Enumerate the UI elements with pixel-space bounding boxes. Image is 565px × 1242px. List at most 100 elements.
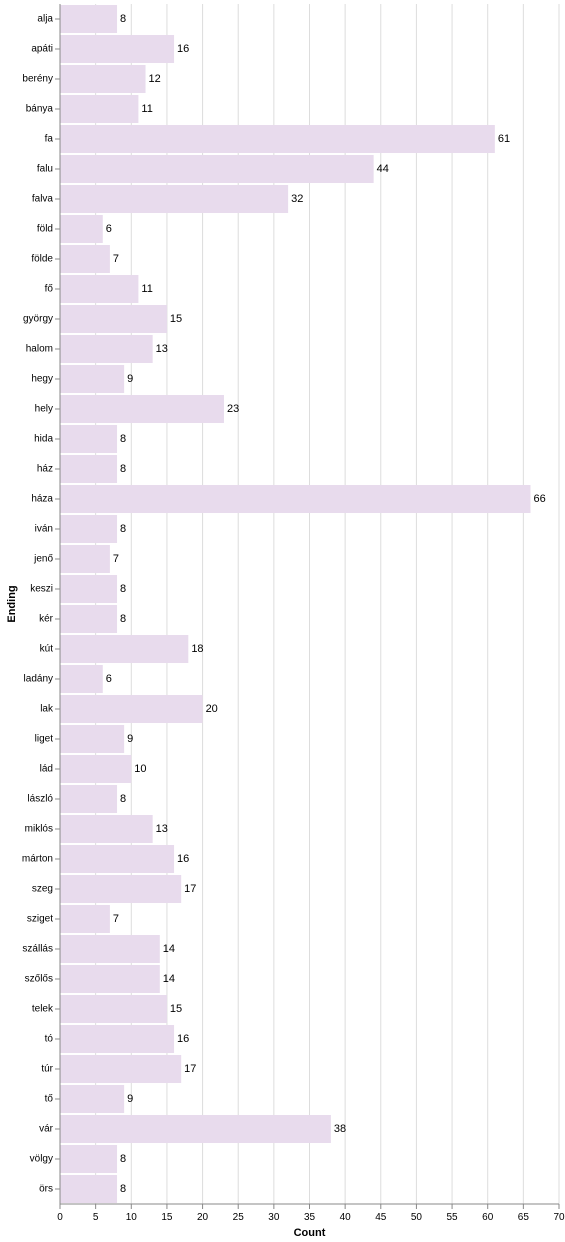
data-label: 16 <box>177 1033 189 1045</box>
category-label: földe <box>31 254 53 265</box>
category-label: miklós <box>25 824 53 835</box>
x-tick-label: 65 <box>518 1212 530 1223</box>
category-label: túr <box>41 1064 53 1075</box>
data-label: 11 <box>141 103 152 115</box>
category-label: örs <box>39 1184 53 1195</box>
bar <box>60 695 203 723</box>
data-label: 6 <box>106 223 112 235</box>
bar <box>60 125 495 153</box>
bar <box>60 155 374 183</box>
data-label: 8 <box>120 793 126 805</box>
bar <box>60 275 139 303</box>
bar <box>60 815 153 843</box>
category-label: fő <box>45 284 54 295</box>
bar <box>60 965 160 993</box>
category-label: liget <box>35 734 54 745</box>
data-label: 8 <box>120 13 126 25</box>
x-tick-label: 40 <box>340 1212 352 1223</box>
data-label: 32 <box>291 193 303 205</box>
category-label: háza <box>31 494 53 505</box>
bar <box>60 605 118 633</box>
y-axis: alja apáti berény bánya fa falu falva föld földe… <box>22 4 61 1204</box>
category-label: apáti <box>31 44 53 55</box>
category-label: vár <box>39 1124 54 1135</box>
bar <box>60 545 110 573</box>
category-label: hegy <box>31 374 53 385</box>
x-axis: 0 5 10 15 20 25 30 35 40 45 50 55 60 65 70 <box>57 1203 565 1223</box>
category-label: alja <box>37 14 53 25</box>
bar <box>60 515 118 543</box>
category-label: falva <box>32 194 54 205</box>
category-label: kér <box>39 614 54 625</box>
data-label: 18 <box>191 643 203 655</box>
category-label: völgy <box>30 1154 53 1165</box>
y-axis-title: Ending <box>6 585 18 622</box>
data-label: 16 <box>177 853 189 865</box>
category-label: hida <box>34 434 53 445</box>
data-label: 15 <box>170 1003 182 1015</box>
bar <box>60 875 182 903</box>
data-label: 61 <box>498 133 510 145</box>
x-tick-label: 15 <box>161 1212 173 1223</box>
x-tick-label: 35 <box>304 1212 316 1223</box>
data-label: 8 <box>120 1153 126 1165</box>
x-tick-label: 25 <box>233 1212 245 1223</box>
category-label: falu <box>37 164 53 175</box>
bar <box>60 665 103 693</box>
bar <box>60 1025 175 1053</box>
x-tick-label: 45 <box>375 1212 387 1223</box>
category-label: ladány <box>24 674 53 685</box>
data-label: 8 <box>120 433 126 445</box>
data-label: 11 <box>141 283 152 295</box>
category-label: ház <box>37 464 53 475</box>
category-label: tő <box>45 1094 54 1105</box>
data-label: 17 <box>184 1063 196 1075</box>
bar <box>60 215 103 243</box>
category-label: kút <box>40 644 54 655</box>
bar <box>60 1085 125 1113</box>
category-label: hely <box>35 404 53 415</box>
category-label: lászló <box>27 794 53 805</box>
data-label: 6 <box>106 673 112 685</box>
bar <box>60 755 132 783</box>
data-label: 17 <box>184 883 196 895</box>
bar <box>60 425 118 453</box>
bar <box>60 95 139 123</box>
data-label: 38 <box>334 1123 346 1135</box>
x-tick-label: 50 <box>411 1212 423 1223</box>
data-label: 66 <box>533 493 545 505</box>
data-label: 44 <box>377 163 389 175</box>
category-label: sziget <box>27 914 53 925</box>
bar <box>60 395 224 423</box>
x-tick-label: 55 <box>447 1212 459 1223</box>
bar <box>60 1055 182 1083</box>
bar <box>60 5 118 33</box>
data-label: 12 <box>149 73 161 85</box>
data-label: 9 <box>127 373 133 385</box>
data-label: 23 <box>227 403 239 415</box>
category-label: föld <box>37 224 53 235</box>
x-tick-label: 5 <box>93 1212 99 1223</box>
bar <box>60 455 118 483</box>
bars <box>60 5 531 1203</box>
category-label: szeg <box>32 884 53 895</box>
x-tick-label: 70 <box>553 1212 565 1223</box>
category-label: iván <box>35 524 53 535</box>
data-label: 14 <box>163 943 175 955</box>
data-label: 20 <box>206 703 218 715</box>
bar <box>60 725 125 753</box>
data-label: 13 <box>156 343 168 355</box>
bar <box>60 635 189 663</box>
x-tick-label: 20 <box>197 1212 209 1223</box>
data-label: 15 <box>170 313 182 325</box>
x-tick-label: 0 <box>57 1212 63 1223</box>
category-label: márton <box>22 854 53 865</box>
data-label: 8 <box>120 463 126 475</box>
bar <box>60 905 110 933</box>
bar <box>60 65 146 93</box>
category-label: szállás <box>22 944 53 955</box>
bar <box>60 995 167 1023</box>
category-label: jenő <box>33 554 53 565</box>
data-label: 9 <box>127 1093 133 1105</box>
data-label: 8 <box>120 523 126 535</box>
